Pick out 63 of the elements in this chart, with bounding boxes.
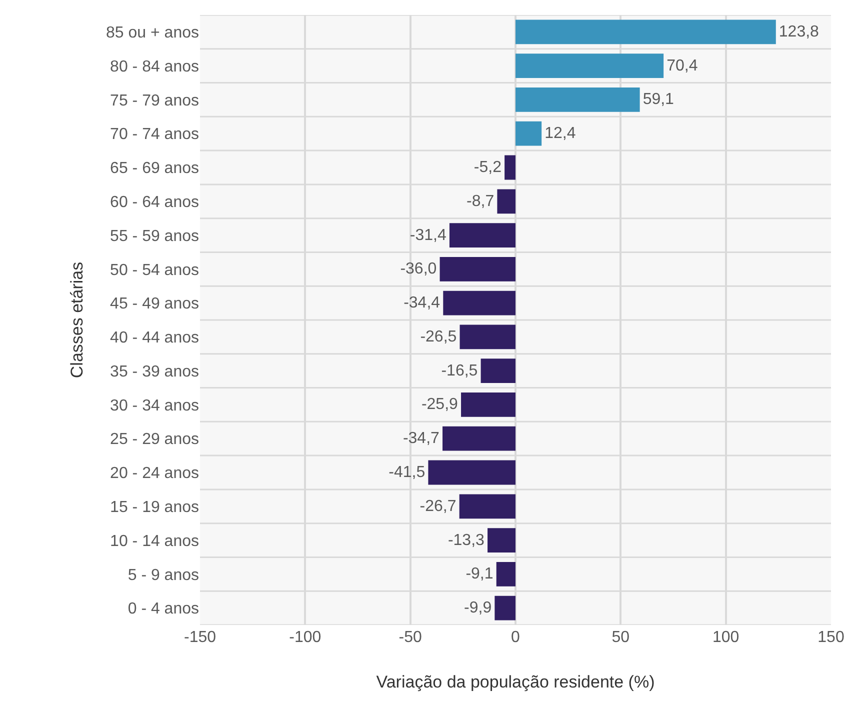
bar (516, 20, 776, 44)
x-tick-label: 100 (712, 629, 740, 646)
bar (480, 358, 516, 384)
bar (460, 324, 516, 350)
y-tick-label: 10 - 14 anos (110, 532, 199, 550)
x-axis-title: Variação da população residente (%) (376, 672, 655, 692)
y-tick-label: 40 - 44 anos (110, 330, 199, 347)
y-tick-label: 45 - 49 anos (110, 296, 199, 313)
y-tick-label: 85 ou + anos (106, 24, 199, 42)
data-label: -13,3 (448, 532, 485, 549)
x-tick-label: -50 (398, 629, 422, 646)
y-tick-label: 60 - 64 anos (110, 194, 199, 211)
bar (497, 189, 516, 214)
x-tick-label: 150 (818, 629, 844, 646)
y-tick-label: 5 - 9 anos (128, 566, 199, 584)
x-tick-label: -150 (184, 629, 216, 646)
y-tick-label: 15 - 19 anos (110, 498, 199, 516)
bar (488, 528, 516, 552)
data-label: 70,4 (666, 57, 698, 74)
bar (516, 54, 664, 78)
data-label: -25,9 (421, 396, 458, 414)
bar (443, 290, 516, 316)
y-tick-label: 35 - 39 anos (110, 363, 199, 380)
x-tick-label: 0 (511, 629, 520, 646)
y-tick-label: 0 - 4 anos (128, 600, 199, 618)
data-label: -16,5 (441, 362, 478, 380)
y-tick-label: 50 - 54 anos (110, 262, 199, 279)
data-label: -9,9 (464, 600, 492, 617)
bar (494, 596, 516, 620)
data-label: -26,5 (420, 328, 457, 346)
data-label: -36,0 (400, 260, 437, 278)
bar (442, 426, 516, 451)
y-tick-label: 70 - 74 anos (110, 126, 199, 144)
y-tick-label: 65 - 69 anos (110, 160, 199, 178)
bar (461, 392, 516, 417)
data-label: 123,8 (778, 23, 820, 40)
y-tick-label: 55 - 59 anos (110, 228, 199, 245)
y-tick-label: 25 - 29 anos (110, 431, 199, 448)
y-tick-label: 80 - 84 anos (110, 58, 199, 76)
bar (496, 562, 516, 586)
y-tick-label: 20 - 24 anos (110, 465, 199, 482)
bar (440, 256, 516, 282)
data-label: -5,2 (474, 159, 502, 176)
x-tick-label: 50 (612, 629, 630, 646)
x-tick-label: -100 (289, 629, 322, 646)
bar (449, 223, 516, 248)
data-label: -8,7 (466, 192, 494, 210)
data-label: -34,4 (404, 294, 440, 312)
data-label: 12,4 (544, 125, 576, 142)
data-label: -31,4 (410, 226, 446, 244)
data-label: -41,5 (388, 464, 426, 481)
y-tick-label: 75 - 79 anos (110, 92, 199, 110)
bar (459, 494, 516, 519)
y-tick-label: 30 - 34 anos (110, 397, 199, 414)
bar (516, 88, 640, 112)
bar (516, 121, 542, 146)
data-label: -34,7 (402, 430, 440, 448)
bar (428, 460, 516, 485)
data-label: 59,1 (642, 91, 674, 108)
y-axis-title: Classes etárias (68, 262, 87, 378)
data-label: -9,1 (466, 566, 494, 583)
data-label: -26,7 (420, 498, 456, 515)
bar (504, 155, 516, 180)
